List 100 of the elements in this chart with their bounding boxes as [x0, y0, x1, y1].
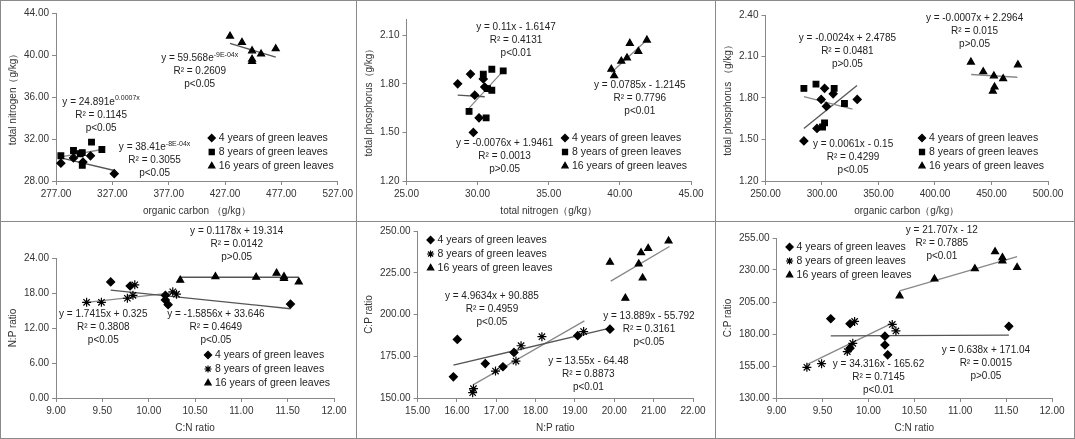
y-tick-label: 1.20: [738, 174, 759, 186]
x-axis-title: organic carbon （g/kg）: [142, 204, 251, 216]
x-tick-label: 377.00: [153, 187, 185, 199]
legend-label: 8 years of green leaves: [215, 361, 325, 374]
y-tick-label: 2.40: [738, 8, 759, 20]
annotation: y = 21.707x - 12 R² = 0.7885 p<0.01: [905, 223, 979, 261]
x-tick-label: 40.00: [607, 187, 633, 199]
legend-label: 8 years of green leaves: [572, 144, 682, 157]
annotation: y = 0.0785x - 1.2145 R² = 0.7796 p<0.01: [594, 79, 686, 117]
x-tick-label: 9.00: [766, 404, 787, 416]
legend-label: 16 years of green leaves: [796, 267, 912, 280]
x-tick-label: 11.00: [229, 404, 254, 416]
x-tick-label: 9.50: [92, 404, 113, 416]
y-tick-label: 1.50: [379, 126, 400, 138]
legend-label: 16 years of green leaves: [929, 158, 1045, 171]
annotation: y = -0.0024x + 2.4785 R² = 0.0481 p>0.05: [798, 31, 897, 69]
x-tick-label: 527.00: [322, 187, 354, 199]
y-axis-title: C:P ratio: [362, 294, 374, 334]
y-tick-label: 44.00: [23, 6, 50, 18]
legend-label: 8 years of green leaves: [437, 246, 547, 259]
y-tick-label: 1.20: [379, 174, 400, 186]
y-tick-label: 200.00: [379, 308, 412, 320]
y-tick-label: 1.50: [738, 133, 759, 145]
y-axis-title: C:P ratio: [721, 298, 733, 338]
legend-label: 4 years of green leaves: [218, 130, 328, 143]
y-tick-label: 1.80: [379, 77, 400, 89]
x-axis-title: total nitrogen（g/kg）: [500, 204, 598, 216]
annotation: y = 1.7415x + 0.325 R² = 0.3808 p<0.05: [59, 307, 148, 345]
y-tick-label: 130.00: [738, 391, 771, 403]
x-tick-label: 18.00: [523, 404, 549, 416]
x-tick-label: 11.50: [275, 404, 301, 416]
x-tick-label: 11.00: [948, 404, 973, 416]
x-tick-label: 12.00: [1039, 404, 1065, 416]
y-tick-label: 180.00: [738, 327, 771, 339]
legend-label: 8 years of green leaves: [218, 144, 328, 157]
legend-label: 4 years of green leaves: [796, 239, 906, 252]
annotation: y = 34.316x - 165.62 R² = 0.7145 p<0.01: [832, 358, 925, 396]
x-tick-label: 12.00: [321, 404, 347, 416]
y-tick-label: 250.00: [379, 224, 412, 236]
x-tick-label: 10.00: [136, 404, 162, 416]
x-tick-label: 20.00: [601, 404, 628, 416]
y-tick-label: 255.00: [738, 231, 771, 243]
y-tick-label: 1.80: [738, 91, 759, 103]
annotation: y = 0.0061x - 0.15 R² = 0.4299 p<0.05: [812, 138, 894, 176]
y-tick-label: 230.00: [738, 263, 771, 275]
y-tick-label: 28.00: [23, 174, 50, 186]
annotation: y = 0.11x - 1.6147 R² = 0.4131 p<0.01: [476, 20, 557, 58]
x-tick-label: 427.00: [209, 187, 241, 199]
x-tick-label: 11.50: [993, 404, 1019, 416]
y-tick-label: 205.00: [738, 295, 771, 307]
y-tick-label: 18.00: [23, 286, 50, 298]
x-tick-label: 35.00: [536, 187, 562, 199]
x-tick-label: 30.00: [465, 187, 491, 199]
x-tick-label: 477.00: [266, 187, 298, 199]
annotation: y = 13.55x - 64.48 R² = 0.8873 p<0.01: [548, 355, 629, 393]
legend-label: 4 years of green leaves: [929, 130, 1039, 143]
legend-label: 4 years of green leaves: [572, 130, 682, 143]
x-tick-label: 10.00: [855, 404, 882, 416]
y-tick-label: 2.10: [379, 28, 400, 40]
legend-label: 16 years of green leaves: [218, 158, 334, 171]
y-tick-label: 150.00: [379, 391, 412, 403]
y-tick-label: 6.00: [29, 356, 50, 368]
x-tick-label: 327.00: [97, 187, 129, 199]
x-tick-label: 10.50: [182, 404, 208, 416]
annotation: y = 0.1178x + 19.314 R² = 0.0142 p>0.05: [190, 225, 284, 263]
legend-label: 16 years of green leaves: [437, 260, 553, 273]
y-axis-title: total phosphorus （g/kg）: [721, 40, 733, 156]
y-tick-label: 155.00: [738, 359, 771, 371]
annotation: y = -0.0076x + 1.9461 R² = 0.0013 p>0.05: [455, 137, 554, 175]
x-axis-title: N:P ratio: [535, 421, 576, 433]
y-tick-label: 175.00: [379, 350, 412, 361]
x-axis-title: C:N ratio: [175, 421, 216, 433]
x-axis-title: organic carbon（g/kg）: [854, 204, 960, 216]
y-axis-title: N:P ratio: [6, 308, 18, 348]
x-tick-label: 45.00: [678, 187, 704, 199]
x-tick-label: 10.50: [901, 404, 928, 416]
y-tick-label: 24.00: [23, 251, 50, 263]
x-tick-label: 350.00: [863, 187, 895, 199]
y-tick-label: 12.00: [23, 321, 50, 333]
y-tick-label: 36.00: [23, 90, 50, 102]
x-tick-label: 16.00: [444, 404, 470, 416]
legend-label: 8 years of green leaves: [796, 253, 906, 266]
annotation: y = -1.5856x + 33.646 R² = 0.4649 p<0.05: [167, 307, 265, 345]
x-tick-label: 450.00: [976, 187, 1008, 199]
y-tick-label: 225.00: [379, 266, 412, 278]
y-tick-label: 2.10: [738, 50, 759, 62]
x-tick-label: 9.50: [812, 404, 833, 416]
annotation: y = -0.0007x + 2.2964 R² = 0.015 p>0.05: [925, 12, 1024, 50]
legend-label: 16 years of green leaves: [215, 375, 331, 388]
legend-label: 4 years of green leaves: [437, 232, 547, 245]
x-tick-label: 15.00: [405, 404, 431, 416]
y-axis-title: total phosphorus（g/kg）: [362, 43, 374, 157]
x-tick-label: 277.00: [40, 187, 72, 199]
legend-label: 4 years of green leaves: [215, 347, 325, 360]
annotation: y = 0.638x + 171.04 R² = 0.0015 p>0.05: [941, 343, 1031, 381]
y-tick-label: 40.00: [23, 48, 50, 60]
x-tick-label: 250.00: [750, 187, 782, 199]
x-tick-label: 25.00: [393, 187, 420, 199]
x-tick-label: 500.00: [1032, 187, 1064, 199]
x-tick-label: 17.00: [483, 404, 510, 416]
